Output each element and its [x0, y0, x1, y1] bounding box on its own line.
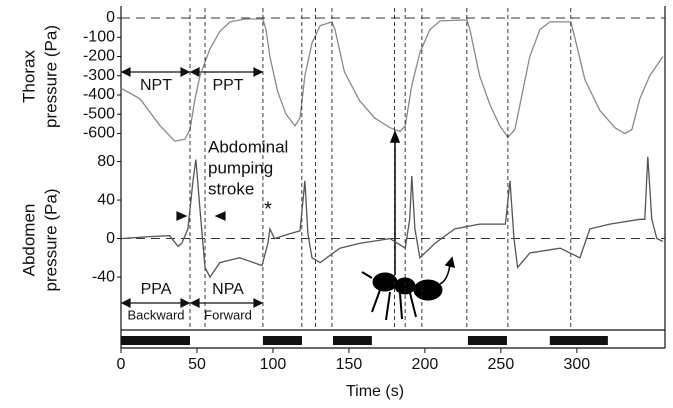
x-tick-label: 50 [188, 356, 206, 373]
y-axis-label: pressure (Pa) [41, 25, 60, 128]
annotation: NPT [140, 77, 172, 94]
y-tick-label: -400 [83, 86, 115, 103]
x-tick-label: 0 [117, 356, 126, 373]
y-tick-label: -600 [83, 125, 115, 142]
y-tick-label: -300 [83, 67, 115, 84]
y-tick-label: 80 [97, 153, 115, 170]
annotation: Backward [127, 307, 184, 322]
y-tick-label: -200 [83, 48, 115, 65]
data-line [120, 156, 664, 279]
y-axis-label: Abdomen [19, 204, 38, 277]
y-tick-label: -100 [83, 28, 115, 45]
stroke-period [332, 336, 372, 345]
stroke-label: Abdominal [208, 137, 288, 156]
stroke-period [262, 336, 302, 345]
stroke-label: stroke [208, 179, 254, 198]
x-tick-label: 300 [564, 356, 591, 373]
x-tick-label: 150 [336, 356, 363, 373]
stroke-period [549, 336, 608, 345]
y-tick-label: 40 [97, 191, 115, 208]
annotation: PPA [141, 281, 172, 298]
data-line [120, 18, 664, 142]
stroke-period [121, 336, 190, 345]
y-axis-label: Thorax [19, 50, 38, 103]
stroke-period [467, 336, 507, 345]
phase-arrows [120, 67, 264, 308]
y-tick-label: -500 [83, 105, 115, 122]
arrows [389, 129, 455, 285]
annotation: * [264, 198, 272, 220]
y-tick-label: 0 [106, 230, 115, 247]
stroke-label: pumping [208, 158, 273, 177]
y-tick-label: 0 [106, 9, 115, 26]
x-tick-label: 250 [488, 356, 515, 373]
annotation: Forward [204, 307, 252, 322]
insect [361, 271, 443, 321]
x-tick-label: 200 [412, 356, 439, 373]
y-tick-label: -40 [92, 268, 115, 285]
annotation: NPA [212, 281, 244, 298]
annotation: PPT [212, 77, 243, 94]
x-axis-label: Time (s) [346, 383, 404, 400]
y-axis-label: pressure (Pa) [41, 189, 60, 292]
x-tick-label: 100 [260, 356, 287, 373]
